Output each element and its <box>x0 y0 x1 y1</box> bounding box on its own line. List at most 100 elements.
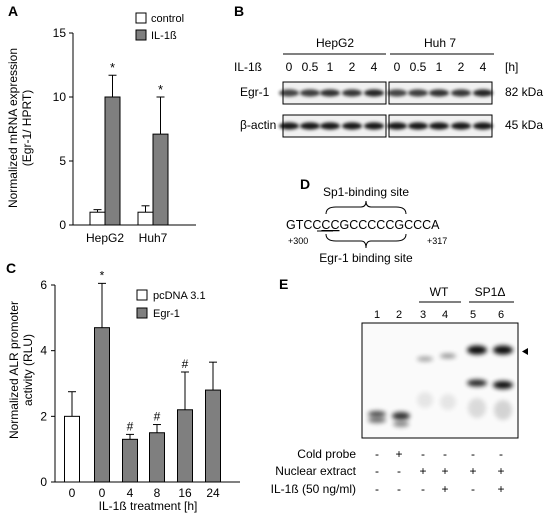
sp1-mutant-label: SP1Δ <box>475 285 506 299</box>
timepoint-label: 0 <box>286 60 293 74</box>
x-category-label: HepG2 <box>86 231 124 245</box>
blot-band <box>342 122 362 130</box>
x-category-label: 8 <box>154 486 161 500</box>
panel-c-ylabel-line1: Normalized ALR promoter <box>7 301 21 439</box>
y-tick-label: 4 <box>40 344 47 358</box>
x-category-label: 4 <box>127 486 134 500</box>
blot-size-label: 82 kDa <box>505 85 543 99</box>
lane-number: 2 <box>396 309 402 321</box>
bar-egr1 <box>177 409 193 483</box>
condition-value: + <box>419 464 426 478</box>
lane-number: 3 <box>420 309 426 321</box>
condition-value: - <box>421 482 425 496</box>
bar-il1b <box>152 133 169 226</box>
time-unit: [h] <box>505 60 518 74</box>
blot-band <box>342 89 362 97</box>
timepoint-label: 0.5 <box>302 60 319 74</box>
panel-e: E WT SP1Δ 1 2 3 4 5 6 Cold probe - + - - - - Nuclear… <box>271 276 528 496</box>
blot-band <box>300 122 320 130</box>
legend-swatch-egr1 <box>136 307 148 319</box>
lane-number: 4 <box>442 309 448 321</box>
panel-c-xlabel: IL-1ß treatment [h] <box>99 499 198 513</box>
condition-value: + <box>469 464 476 478</box>
panel-a-bars: ** <box>89 60 169 226</box>
blot-band <box>473 89 493 97</box>
blot-band <box>429 122 449 130</box>
condition-value: + <box>395 447 402 461</box>
significance-marker: # <box>127 419 134 433</box>
bar-pcdna <box>64 415 80 483</box>
panel-a-ylabel-line2: (Egr-1/ HPRT) <box>20 90 34 166</box>
sp1-binding-label: Sp1-binding site <box>323 185 409 199</box>
bar-egr1 <box>94 327 110 483</box>
panel-a: A Normalized mRNA expression (Egr-1/ HPR… <box>6 3 196 245</box>
panel-a-letter: A <box>8 3 18 19</box>
lane-number: 1 <box>374 309 380 321</box>
condition-label: IL-1ß (50 ng/ml) <box>271 482 356 496</box>
panel-c-bars: * # # # <box>64 268 221 483</box>
panel-c-yticks: 0 2 4 6 <box>40 278 55 489</box>
sequence-prefix: GTCC <box>286 218 321 232</box>
blot-row-label: β-actin <box>240 118 276 132</box>
blot-band <box>279 122 299 130</box>
sp1-brace <box>325 200 407 215</box>
gel-band <box>440 353 456 359</box>
lane-number: 5 <box>470 309 476 321</box>
condition-value: - <box>397 464 401 478</box>
legend-label-il1b: IL-1ß <box>151 30 177 42</box>
blot-size-label: 45 kDa <box>505 118 543 132</box>
blot-band <box>364 122 384 130</box>
blot-band <box>300 89 320 97</box>
timepoint-labels: 0 0.5 1 2 4 0 0.5 1 2 4 <box>286 60 487 74</box>
condition-label: Nuclear extract <box>275 464 356 478</box>
blot-band <box>429 89 449 97</box>
y-tick-label: 0 <box>40 475 47 489</box>
gel-band <box>467 379 487 387</box>
wt-label: WT <box>430 285 449 299</box>
blot-band <box>320 122 340 130</box>
sequence: GTCCCCGCCCCCGCCCA <box>286 218 440 232</box>
western-blots: Egr-1 82 kDa β-actin 45 kDa <box>240 81 543 138</box>
gel-band <box>417 356 433 362</box>
timepoint-label: 2 <box>458 60 465 74</box>
condition-value: - <box>471 447 475 461</box>
timepoint-label: 1 <box>327 60 334 74</box>
blot-band <box>408 89 428 97</box>
x-category-label: 0 <box>69 486 76 500</box>
legend-label-control: control <box>151 13 184 25</box>
gel-band <box>393 421 409 427</box>
blot-band <box>320 89 340 97</box>
y-tick-label: 6 <box>40 278 47 292</box>
condition-value: - <box>499 447 503 461</box>
condition-value: - <box>375 482 379 496</box>
sequence-underlined: CC <box>321 218 339 232</box>
timepoint-label: 2 <box>349 60 356 74</box>
legend-label-egr1: Egr-1 <box>153 308 180 320</box>
significance-marker: # <box>154 410 161 424</box>
bar-control <box>137 211 154 226</box>
blot-row-label: Egr-1 <box>240 85 270 99</box>
blot-band <box>279 89 299 97</box>
bar-egr1 <box>205 389 221 483</box>
x-category-label: 16 <box>178 486 192 500</box>
bar-il1b <box>104 96 121 226</box>
timepoint-label: 0.5 <box>410 60 427 74</box>
panel-a-axes <box>72 33 196 226</box>
panel-d: D Sp1-binding site GTCCCCGCCCCCGCCCA +30… <box>286 176 447 265</box>
sequence-suffix: GCCCCCGCCCA <box>339 218 440 232</box>
significance-marker: * <box>100 268 105 282</box>
blot-band <box>451 122 471 130</box>
treatment-label: IL-1ß <box>234 60 262 74</box>
legend-swatch-pcdna <box>136 289 148 301</box>
legend-swatch-control <box>135 12 147 24</box>
egr1-binding-label: Egr-1 binding site <box>319 251 413 265</box>
panel-c: C Normalized ALR promoter activity (RLU)… <box>6 260 240 513</box>
legend-swatch-il1b <box>135 29 147 41</box>
gel-band <box>417 392 433 408</box>
panel-a-legend: control IL-1ß <box>135 12 184 42</box>
x-category-label: 24 <box>206 486 220 500</box>
gel-band <box>493 381 513 389</box>
shifted-band-arrow <box>522 348 528 355</box>
gel-smears <box>368 345 513 427</box>
significance-marker: * <box>158 82 163 97</box>
